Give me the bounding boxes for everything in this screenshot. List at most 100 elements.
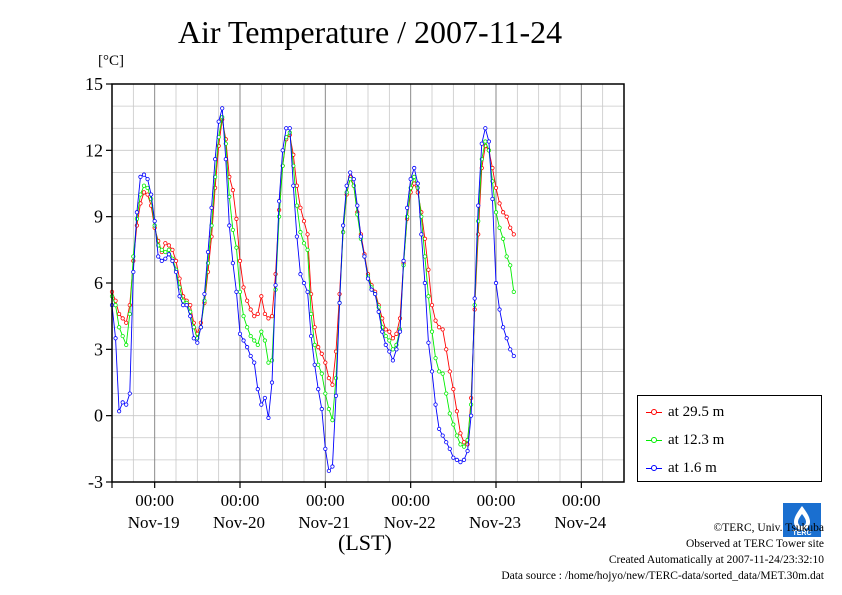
data-point <box>412 181 417 186</box>
data-point <box>298 230 303 235</box>
data-point <box>433 318 438 323</box>
series-layer <box>109 106 516 474</box>
data-point <box>437 426 442 432</box>
y-tick-label: 12 <box>85 140 103 160</box>
data-point <box>252 360 257 365</box>
data-point <box>127 303 132 308</box>
data-point <box>166 247 171 252</box>
data-point <box>266 316 271 321</box>
legend-swatch-red <box>646 408 662 416</box>
y-tick-label: 9 <box>94 207 103 227</box>
data-point <box>127 311 132 317</box>
data-point <box>504 336 509 341</box>
data-point <box>454 433 459 438</box>
data-point <box>248 307 253 312</box>
data-point <box>369 287 374 292</box>
data-point <box>486 148 491 153</box>
data-point <box>237 331 243 336</box>
data-point <box>355 203 360 208</box>
data-point <box>333 393 339 398</box>
data-point <box>124 342 129 348</box>
data-point <box>170 258 175 263</box>
x-tick-time-label: 00:00 <box>221 491 260 510</box>
data-point <box>262 311 267 317</box>
data-point <box>323 360 328 365</box>
data-point <box>301 241 307 246</box>
data-point <box>241 285 246 290</box>
series-line <box>111 117 515 448</box>
data-point <box>440 433 445 438</box>
data-point <box>405 205 410 210</box>
data-point <box>376 309 381 314</box>
data-point <box>255 342 260 348</box>
data-point <box>440 327 445 332</box>
data-point <box>124 402 129 407</box>
data-point <box>483 126 488 131</box>
data-point <box>476 218 481 224</box>
data-point <box>344 183 349 188</box>
source-text: Data source : /home/hojyo/new/TERC-data/… <box>501 570 824 582</box>
legend-swatch-green <box>646 436 662 444</box>
data-point <box>387 349 392 354</box>
data-point <box>319 351 324 356</box>
data-point <box>234 245 239 250</box>
data-point <box>316 387 321 392</box>
data-point <box>412 165 417 171</box>
data-point <box>170 247 175 252</box>
data-point <box>373 291 378 297</box>
data-point <box>120 333 125 339</box>
data-point <box>394 331 399 336</box>
data-point <box>316 345 321 350</box>
data-point <box>490 196 495 202</box>
data-point <box>426 294 431 299</box>
data-point <box>451 422 456 427</box>
data-point <box>383 333 388 339</box>
data-point <box>259 402 264 407</box>
data-point <box>173 258 179 263</box>
credits: ©TERC, Univ. Tsukuba Observed at TERC To… <box>501 520 824 584</box>
data-point <box>401 258 406 263</box>
data-point <box>358 234 363 239</box>
data-point <box>117 409 122 414</box>
data-point <box>348 170 353 175</box>
data-point <box>387 338 392 343</box>
series-line <box>111 119 515 446</box>
data-point <box>152 218 157 224</box>
data-point <box>497 201 502 206</box>
data-point <box>351 176 356 182</box>
data-point <box>269 314 275 319</box>
data-point <box>298 205 303 210</box>
data-point <box>337 300 342 305</box>
legend-label: at 1.6 m <box>668 459 717 476</box>
data-point <box>511 353 516 359</box>
data-point <box>216 119 221 124</box>
data-point <box>493 280 499 286</box>
data-point <box>280 148 285 153</box>
data-point <box>469 413 474 418</box>
grid <box>112 84 624 482</box>
data-point <box>230 188 235 193</box>
logo-text: TERC <box>792 530 811 537</box>
data-point <box>429 369 435 374</box>
data-point <box>117 311 122 317</box>
data-point <box>454 457 459 462</box>
data-point <box>408 176 413 182</box>
data-point <box>465 448 470 454</box>
data-point <box>479 141 484 146</box>
data-point <box>493 210 499 215</box>
data-point <box>387 329 392 334</box>
data-point <box>330 382 335 387</box>
data-point <box>291 183 296 188</box>
data-point <box>501 236 506 241</box>
data-point <box>429 329 435 334</box>
data-point <box>294 203 299 208</box>
data-point <box>316 362 321 367</box>
x-tick-date-label: Nov-20 <box>213 513 265 532</box>
y-tick-label: 0 <box>94 406 103 426</box>
data-point <box>405 214 410 219</box>
data-point <box>245 298 250 303</box>
data-point <box>252 314 257 319</box>
data-point <box>266 360 271 365</box>
data-point <box>284 126 289 131</box>
x-tick-date-label: Nov-22 <box>384 513 436 532</box>
